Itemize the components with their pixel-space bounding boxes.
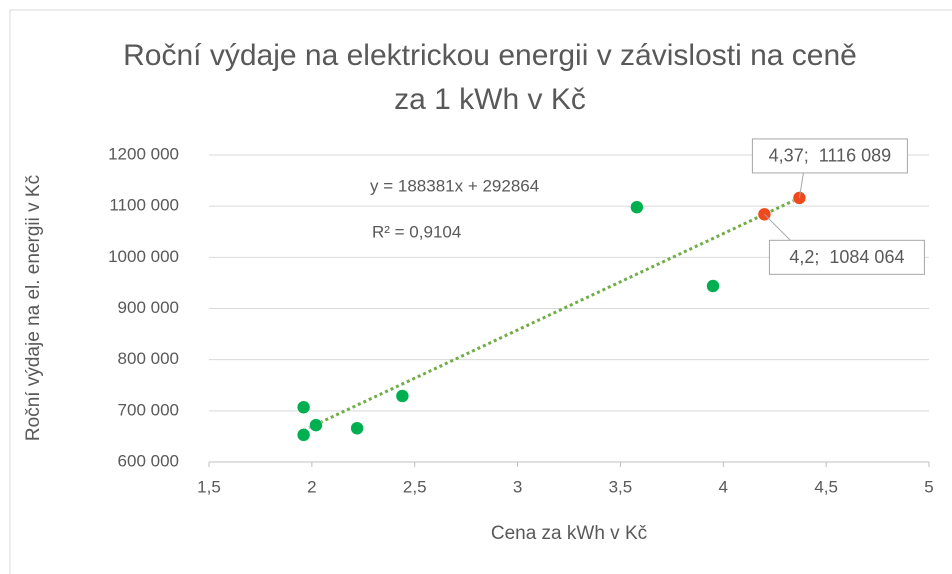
point [296,400,311,415]
y-tick-label: 900 000 [118,298,179,317]
callout-box [751,138,908,174]
point [296,428,311,442]
chart-title: Roční výdaje na elektrickou energii v zá… [123,39,857,116]
x-tick-label: 4 [719,477,728,496]
trendline-equation: y = 188381x + 292864 [370,176,539,195]
data-label: 4,37; 1116 089 [769,146,891,166]
x-tick-label: 2,5 [403,477,427,496]
y-tick-label: 1000 000 [108,247,179,266]
trendline-r-squared: R² = 0,9104 [372,222,461,241]
y-tick-label: 700 000 [118,400,179,419]
x-tick-label: 3,5 [609,477,633,496]
trendline [302,196,801,432]
x-tick-label: 1,5 [197,477,221,496]
y-tick-label: 1200 000 [108,144,179,163]
point [706,279,720,293]
point [630,200,644,214]
x-axis-title: Cena za kWh v Kč [491,523,647,544]
point [395,389,410,403]
y-tick-label: 600 000 [118,451,179,470]
x-tick-label: 2 [307,477,316,496]
callout-leader [798,172,804,199]
x-tick-label: 4,5 [814,477,838,496]
chart-border [9,9,952,574]
y-axis-title: Roční výdaje na el. energii v Kč [23,175,44,441]
callout-box [768,239,925,275]
data-label: 4,2; 1084 064 [789,247,904,267]
point [350,421,364,435]
callout-leader [764,213,791,241]
point [309,418,323,432]
y-tick-label: 1100 000 [109,196,179,215]
x-tick-label: 5 [924,477,933,496]
y-tick-label: 800 000 [118,349,179,368]
x-tick-label: 3 [513,477,522,496]
